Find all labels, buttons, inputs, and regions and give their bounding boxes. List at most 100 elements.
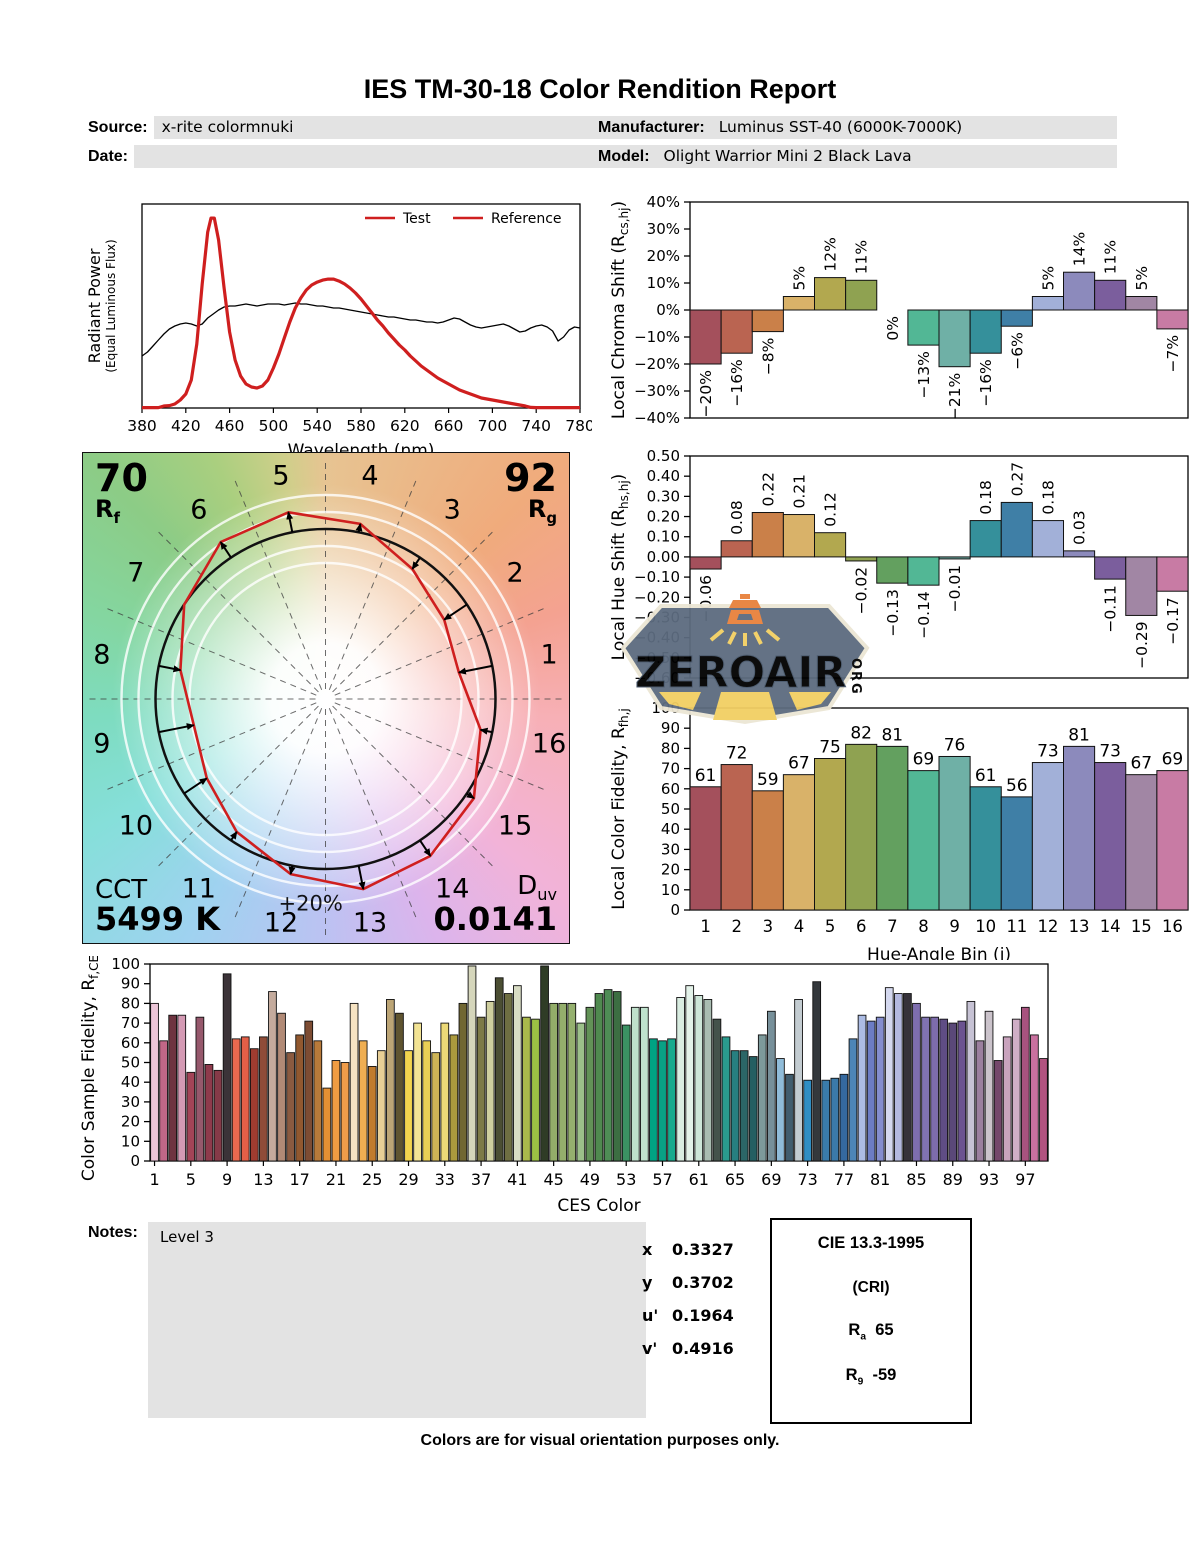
local-color-fidelity-chart: 1009080706050403020100617259677582816976… [608, 698, 1198, 965]
svg-text:0.10: 0.10 [647, 528, 680, 546]
svg-text:−8%: −8% [759, 338, 777, 376]
svg-text:85: 85 [906, 1170, 926, 1189]
svg-text:70: 70 [121, 1014, 140, 1032]
svg-text:21: 21 [326, 1170, 346, 1189]
svg-text:30: 30 [661, 840, 680, 858]
color-vector-graphic: 1 2 3 4 5 6 7 8 9 10 11 12 13 14 15 16 +20% 70 Rf 92 Rg … [82, 452, 570, 944]
svg-text:−30%: −30% [634, 382, 680, 400]
svg-text:81: 81 [881, 725, 903, 745]
svg-text:8: 8 [918, 917, 929, 936]
svg-text:380: 380 [127, 417, 157, 435]
svg-text:67: 67 [1130, 754, 1152, 774]
svg-text:Radiant Power(Equal Luminous F: Radiant Power(Equal Luminous Flux) [85, 239, 118, 372]
svg-text:Color Sample Fidelity, Rf,CESi: Color Sample Fidelity, Rf,CESi [80, 956, 101, 1181]
svg-text:45: 45 [543, 1170, 563, 1189]
footer-disclaimer: Colors are for visual orientation purpos… [420, 1432, 780, 1449]
svg-text:49: 49 [580, 1170, 600, 1189]
svg-text:0.40: 0.40 [647, 467, 680, 485]
date-value [134, 145, 746, 168]
svg-text:14: 14 [435, 874, 469, 905]
svg-text:460: 460 [215, 417, 245, 435]
svg-text:4: 4 [794, 917, 805, 936]
cri-ra: Ra 65 [848, 1321, 894, 1343]
chromaticity-row-y: y 0.3702 [642, 1273, 734, 1292]
svg-text:90: 90 [661, 719, 680, 737]
notes-label: Notes: [88, 1224, 138, 1241]
svg-text:69: 69 [1162, 750, 1184, 770]
svg-text:7: 7 [887, 917, 898, 936]
svg-text:29: 29 [398, 1170, 418, 1189]
svg-text:3: 3 [444, 494, 461, 525]
model-label: Model: [598, 147, 650, 165]
svg-text:20: 20 [121, 1113, 140, 1131]
svg-text:−0.10: −0.10 [634, 568, 680, 586]
svg-text:80: 80 [121, 994, 140, 1012]
svg-text:9: 9 [222, 1170, 232, 1189]
svg-text:−0.17: −0.17 [1164, 597, 1182, 645]
local-chroma-shift-chart: 40% 30% 20% 10% 0% −10% −20% −30% −40% −20% −16% −8… [608, 186, 1198, 436]
svg-text:20: 20 [661, 861, 680, 879]
flashlight-icon [727, 594, 763, 624]
svg-text:16: 16 [1162, 917, 1183, 936]
model-value: Olight Warrior Mini 2 Black Lava [655, 145, 1117, 168]
svg-text:−13%: −13% [915, 351, 933, 398]
svg-text:70: 70 [661, 760, 680, 778]
svg-text:11: 11 [1006, 917, 1027, 936]
svg-text:8: 8 [93, 640, 110, 671]
svg-text:3: 3 [763, 917, 774, 936]
svg-text:0.08: 0.08 [728, 500, 746, 535]
watermark-suffix: ORG [848, 658, 863, 696]
chromaticity-row-v: v' 0.4916 [642, 1339, 734, 1358]
chromaticity-table: x 0.3327 y 0.3702 u' 0.1964 v' 0.4916 [642, 1240, 734, 1372]
svg-text:−0.13: −0.13 [884, 589, 902, 637]
svg-text:Test: Test [402, 211, 431, 227]
svg-text:5: 5 [825, 917, 836, 936]
svg-text:0.18: 0.18 [1039, 480, 1057, 515]
svg-text:9: 9 [949, 917, 960, 936]
cri-title: CIE 13.3-1995 [817, 1234, 925, 1252]
svg-text:−0.11: −0.11 [1102, 585, 1120, 633]
svg-text:0.30: 0.30 [647, 487, 680, 505]
svg-text:5: 5 [272, 460, 289, 491]
svg-text:−16%: −16% [728, 359, 746, 406]
svg-text:40: 40 [121, 1073, 140, 1091]
cri-box: CIE 13.3-1995 (CRI) Ra 65 R9 -59 [770, 1218, 972, 1424]
svg-text:0%: 0% [884, 316, 902, 341]
svg-text:33: 33 [435, 1170, 455, 1189]
source-label: Source: [88, 118, 148, 136]
svg-text:0.12: 0.12 [822, 492, 840, 527]
manufacturer-row: Manufacturer: Luminus SST-40 (6000K-7000… [598, 115, 1117, 140]
page-title: IES TM-30-18 Color Rendition Report [363, 74, 837, 104]
svg-text:13: 13 [1069, 917, 1090, 936]
svg-text:0.18: 0.18 [977, 480, 995, 515]
svg-text:89: 89 [943, 1170, 963, 1189]
svg-text:−20%: −20% [697, 370, 715, 417]
spectral-power-distribution-chart: 380 420 460 500 540 580 620 660 700 740 780 Wavelen… [80, 190, 595, 462]
zeroair-watermark: ZEROAIR ORG [620, 592, 873, 728]
svg-text:77: 77 [834, 1170, 854, 1189]
svg-text:−16%: −16% [977, 359, 995, 406]
svg-text:CES Color: CES Color [557, 1196, 640, 1212]
svg-text:780: 780 [565, 417, 592, 435]
svg-text:620: 620 [390, 417, 420, 435]
svg-text:75: 75 [819, 738, 841, 758]
svg-text:Reference: Reference [491, 211, 562, 227]
svg-text:72: 72 [726, 744, 748, 764]
svg-text:11: 11 [182, 874, 216, 905]
svg-text:−0.02: −0.02 [853, 567, 871, 615]
svg-text:30%: 30% [647, 220, 680, 238]
svg-text:65: 65 [725, 1170, 745, 1189]
watermark-text: ZEROAIR [635, 648, 846, 698]
svg-text:81: 81 [1068, 725, 1090, 745]
cri-r9: R9 -59 [845, 1366, 897, 1388]
svg-text:69: 69 [913, 750, 935, 770]
svg-text:Local Hue Shift (Rhs,hj): Local Hue Shift (Rhs,hj) [609, 474, 631, 661]
chromaticity-row-u: u' 0.1964 [642, 1306, 734, 1325]
rg-score: 92 Rg [504, 456, 557, 527]
svg-text:15: 15 [498, 811, 532, 842]
manufacturer-label: Manufacturer: [598, 118, 705, 136]
manufacturer-value: Luminus SST-40 (6000K-7000K) [710, 116, 1117, 139]
svg-text:10: 10 [661, 881, 680, 899]
svg-text:16: 16 [532, 729, 566, 760]
